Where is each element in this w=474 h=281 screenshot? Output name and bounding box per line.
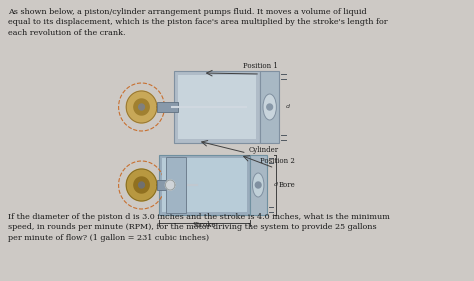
Text: Stroke: Stroke bbox=[192, 221, 216, 229]
Polygon shape bbox=[126, 91, 157, 123]
Polygon shape bbox=[134, 177, 149, 193]
Polygon shape bbox=[255, 182, 261, 188]
Polygon shape bbox=[134, 99, 149, 115]
Ellipse shape bbox=[263, 94, 276, 120]
Polygon shape bbox=[126, 169, 157, 201]
Text: Bore: Bore bbox=[278, 181, 295, 189]
Polygon shape bbox=[267, 104, 273, 110]
Bar bbox=[157, 180, 170, 190]
Bar bbox=[260, 71, 279, 143]
Polygon shape bbox=[165, 180, 175, 190]
Polygon shape bbox=[139, 104, 145, 110]
Text: As shown below, a piston/cylinder arrangement pumps fluid. It moves a volume of : As shown below, a piston/cylinder arrang… bbox=[8, 8, 387, 37]
Text: Cylinder: Cylinder bbox=[249, 146, 279, 154]
Text: Position 1: Position 1 bbox=[243, 62, 278, 70]
Bar bbox=[162, 158, 247, 212]
Bar bbox=[166, 157, 185, 213]
Bar bbox=[250, 155, 267, 215]
Ellipse shape bbox=[253, 173, 264, 197]
Bar bbox=[159, 155, 250, 215]
Text: Position 2: Position 2 bbox=[260, 157, 295, 165]
Text: d: d bbox=[273, 182, 277, 187]
Polygon shape bbox=[139, 182, 145, 188]
Bar bbox=[157, 102, 178, 112]
Bar bbox=[178, 75, 256, 139]
Text: d: d bbox=[286, 105, 290, 110]
Text: If the diameter of the piston d is 3.0 inches and the stroke is 4.0 inches, what: If the diameter of the piston d is 3.0 i… bbox=[8, 213, 390, 242]
Bar bbox=[174, 71, 260, 143]
